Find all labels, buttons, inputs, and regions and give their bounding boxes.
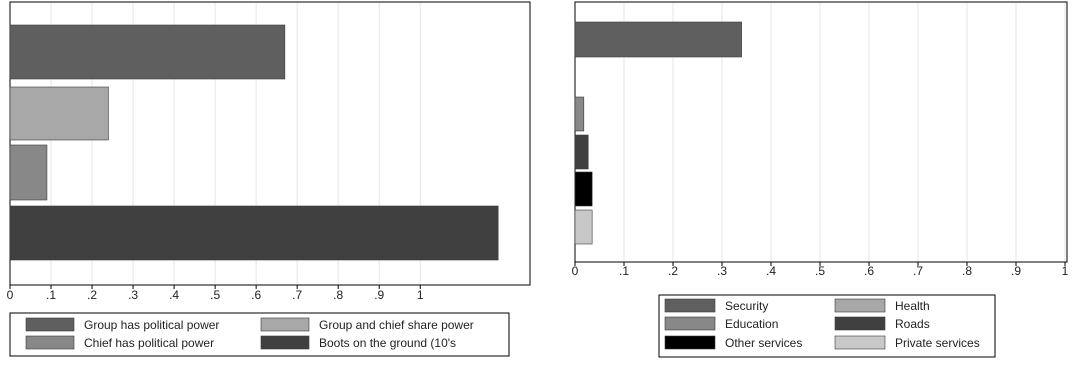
bar [574,96,585,132]
legend-label: Security [725,299,768,313]
legend-label: Education [725,317,778,331]
x-tick-label: .8 [962,264,972,278]
bar [574,209,593,245]
legend-swatch [260,317,310,332]
legend-label: Chief has political power [84,336,214,350]
x-tick-label: .2 [87,288,97,302]
legend-swatch [664,298,716,313]
x-tick-label: .3 [717,264,727,278]
x-tick-label: .5 [210,288,220,302]
legend-swatch [664,335,716,350]
legend-label: Group and chief share power [319,318,474,332]
right-chart: 0 .1 .2 .3 .4 .5 .6 .7 .8 .9 1 Security Health Educat… [572,1,1069,358]
legend-swatch [664,316,716,331]
bar [574,21,742,58]
x-tick-label: .6 [251,288,261,302]
x-tick-label: .2 [668,264,678,278]
x-tick-label: .5 [815,264,825,278]
x-tick-label: .1 [619,264,629,278]
legend-box [9,312,510,357]
legend-label: Boots on the ground (10's [319,336,456,350]
x-tick-label: .9 [374,288,384,302]
left-chart: 0 .1 .2 .3 .4 .5 .6 .7 .8 .9 1 Group has political … [7,1,531,357]
legend-swatch [834,316,886,331]
bar [574,134,589,170]
bar [9,205,499,261]
legend-label: Roads [895,317,930,331]
legend-swatch [260,335,310,350]
x-tick-label: .4 [169,288,179,302]
legend-swatch [834,335,886,350]
x-tick-label: 0 [7,288,14,302]
x-tick-label: .7 [913,264,923,278]
x-tick-label: .4 [766,264,776,278]
bar [9,24,286,80]
legend-label: Private services [895,336,980,350]
x-tick-label: 1 [417,288,424,302]
x-tick-label: 1 [1062,264,1069,278]
legend-label: Health [895,299,930,313]
bar [9,144,48,201]
legend-label: Other services [725,336,802,350]
x-tick-label: .8 [333,288,343,302]
bar [9,86,109,141]
x-tick-label: .7 [292,288,302,302]
x-tick-label: .1 [46,288,56,302]
legend-swatch [834,298,886,313]
legend-label: Group has political power [84,318,219,332]
x-tick-label: .9 [1011,264,1021,278]
legend-swatch [25,335,75,350]
x-tick-label: .6 [864,264,874,278]
bar [574,171,593,207]
x-tick-label: .3 [128,288,138,302]
x-tick-label: 0 [572,264,579,278]
legend-swatch [25,317,75,332]
